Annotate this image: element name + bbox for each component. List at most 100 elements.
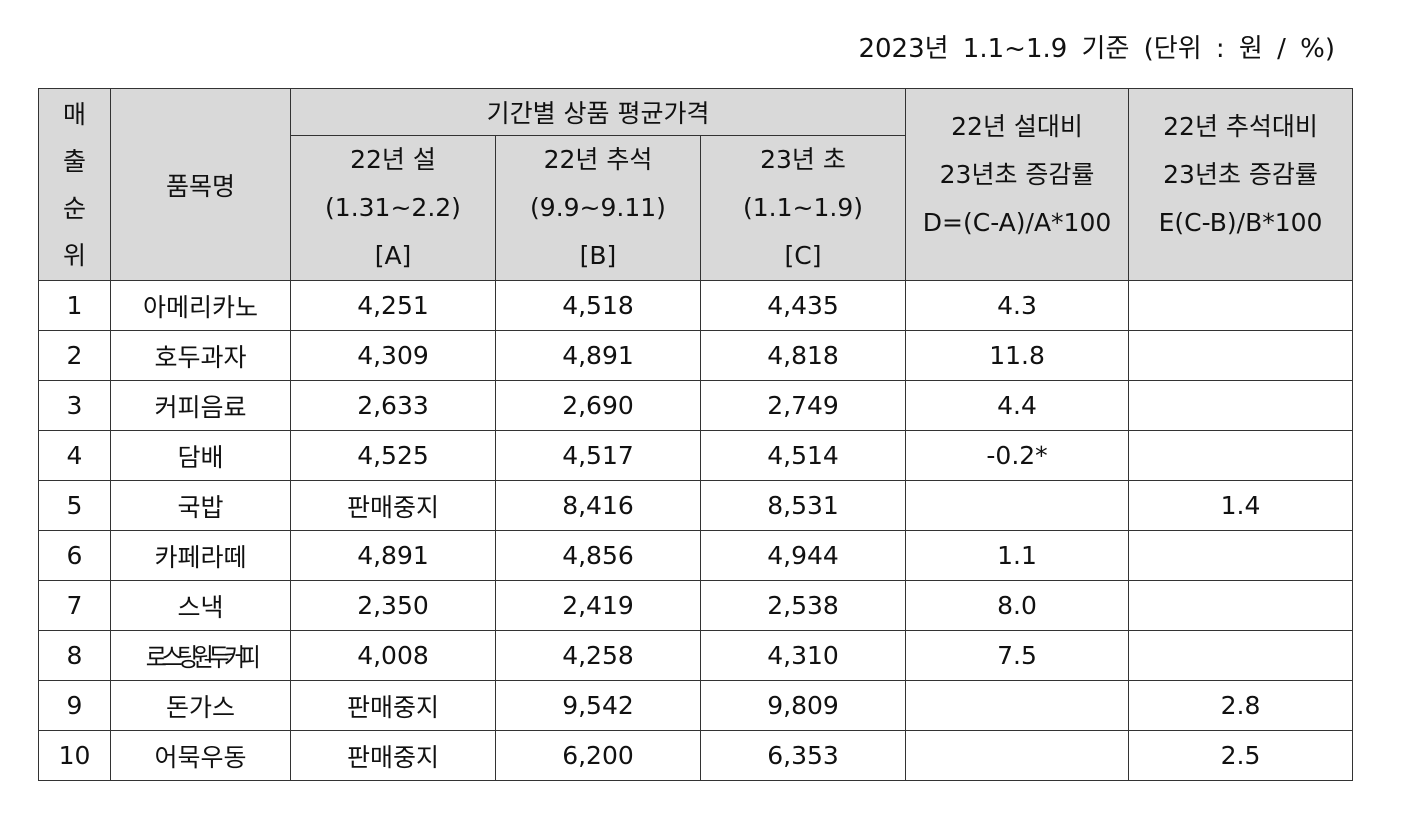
- table-cell: 4,251: [290, 280, 496, 331]
- table-cell: 커피음료: [110, 380, 291, 431]
- cell-text: 담배: [177, 442, 224, 472]
- table-cell: 2,538: [699, 580, 907, 631]
- table-cell: 1.4: [1128, 480, 1354, 531]
- cell-text: 4,435: [767, 291, 839, 320]
- cell-text: 4,514: [767, 441, 839, 470]
- table-cell: 2,419: [495, 580, 701, 631]
- header-line: E(C-B)/B*100: [1158, 207, 1323, 237]
- cell-text: 판매중지: [346, 742, 439, 772]
- table-header: 매 출 순 위 품목명 기간별 상품 평균가격 22년 설대비 23년초 증감률 D=(C-A)…: [38, 88, 1354, 281]
- cell-text: 국밥: [177, 492, 224, 522]
- table-cell: 4,310: [699, 630, 907, 681]
- cell-text: 2,538: [767, 591, 839, 620]
- header-line: [B]: [579, 241, 617, 270]
- table-cell: 9: [38, 680, 111, 731]
- cell-text: 4,525: [357, 441, 429, 470]
- cell-text: 6,200: [562, 741, 634, 770]
- caption: 2023년 1.1~1.9 기준 (단위 : 원 / %): [858, 34, 1335, 64]
- cell-text: 1: [66, 291, 83, 320]
- table-cell: 8,416: [495, 480, 701, 531]
- header-line: [A]: [374, 241, 412, 270]
- cell-text: 6: [66, 541, 83, 570]
- table-row: 2 호두과자 4,309 4,891 4,818 11.8: [38, 330, 1354, 381]
- cell-text: 2,749: [767, 391, 839, 420]
- table-cell: 2.5: [1128, 730, 1354, 781]
- table-cell: 4,517: [495, 430, 701, 481]
- header-line: 22년 설: [350, 145, 436, 174]
- cell-text: 2.8: [1220, 691, 1261, 720]
- cell-text: 로스팅원두커피: [145, 642, 261, 672]
- table-cell: 11.8: [905, 330, 1130, 381]
- header-line: (1.1~1.9): [743, 193, 863, 222]
- table-cell: 4,525: [290, 430, 496, 481]
- cell-text: 4: [66, 441, 83, 470]
- table-cell: 4.4: [905, 380, 1130, 431]
- cell-text: 9,809: [767, 691, 839, 720]
- table-cell: 4,891: [290, 530, 496, 581]
- table-cell: [1128, 280, 1354, 331]
- table-cell: 4,514: [699, 430, 907, 481]
- table-cell: 8.0: [905, 580, 1130, 631]
- cell-text: 9: [66, 691, 83, 720]
- table-cell: 판매중지: [290, 730, 496, 781]
- table-row: 1 아메리카노 4,251 4,518 4,435 4.3: [38, 280, 1354, 331]
- table-cell: 9,542: [495, 680, 701, 731]
- table-cell: 2,690: [495, 380, 701, 431]
- cell-text: 3: [66, 391, 83, 420]
- header-line: 위: [62, 240, 86, 270]
- header-line: [C]: [784, 241, 822, 270]
- cell-text: 1.4: [1220, 491, 1261, 520]
- table-row: 9 돈가스 판매중지 9,542 9,809 2.8: [38, 680, 1354, 731]
- cell-text: 4,944: [767, 541, 839, 570]
- cell-text: 2: [66, 341, 83, 370]
- table-row: 5 국밥 판매중지 8,416 8,531 1.4: [38, 480, 1354, 531]
- table-cell: 2.8: [1128, 680, 1354, 731]
- cell-text: 11.8: [989, 341, 1045, 370]
- cell-text: 1.1: [997, 541, 1037, 570]
- cell-text: 7: [66, 591, 83, 620]
- header-line: 품목명: [165, 171, 235, 201]
- cell-text: 4,251: [357, 291, 429, 320]
- header-cell: 22년 추석 (9.9~9.11) [B]: [495, 135, 701, 281]
- table-cell: 6,353: [699, 730, 907, 781]
- cell-text: 4,008: [357, 641, 429, 670]
- cell-text: 돈가스: [165, 692, 235, 722]
- table-cell: 4,818: [699, 330, 907, 381]
- table-cell: [905, 730, 1130, 781]
- table-cell: 2,350: [290, 580, 496, 631]
- cell-text: 4,891: [562, 341, 634, 370]
- table-cell: 2,749: [699, 380, 907, 431]
- table-cell: 8: [38, 630, 111, 681]
- cell-text: 4,309: [357, 341, 429, 370]
- price-table: 매 출 순 위 품목명 기간별 상품 평균가격 22년 설대비 23년초 증감률 D=(C-A)…: [38, 88, 1354, 781]
- header-line: 23년초 증감률: [939, 159, 1095, 189]
- cell-text: 호두과자: [154, 342, 247, 372]
- table-cell: 7: [38, 580, 111, 631]
- header-line: 22년 설대비: [951, 111, 1083, 141]
- cell-text: 7.5: [997, 641, 1037, 670]
- cell-text: 9,542: [562, 691, 634, 720]
- cell-text: 4,310: [767, 641, 839, 670]
- header-line: 22년 추석: [543, 145, 653, 174]
- table-cell: 판매중지: [290, 480, 496, 531]
- table-cell: -0.2*: [905, 430, 1130, 481]
- cell-text: 2.5: [1220, 741, 1261, 770]
- table-cell: [1128, 580, 1354, 631]
- header-row: 22년 설 (1.31~2.2) [A] 22년 추석 (9.9~9.11) [B] 23년…: [39, 135, 1353, 281]
- header-line: 23년초 증감률: [1163, 159, 1318, 189]
- cell-text: 2,633: [357, 391, 429, 420]
- table-row: 7 스낵 2,350 2,419 2,538 8.0: [38, 580, 1354, 631]
- cell-text: 8: [66, 641, 83, 670]
- cell-text: 판매중지: [346, 492, 439, 522]
- table-row: 3 커피음료 2,633 2,690 2,749 4.4: [38, 380, 1354, 431]
- table-cell: 4,435: [699, 280, 907, 331]
- table-row: 8 로스팅원두커피 4,008 4,258 4,310 7.5: [38, 630, 1354, 681]
- table-cell: 4: [38, 430, 111, 481]
- table-cell: 10: [38, 730, 111, 781]
- cell-text: 어묵우동: [154, 742, 247, 772]
- header-line: (1.31~2.2): [325, 193, 461, 222]
- table-cell: 5: [38, 480, 111, 531]
- cell-text: 4,856: [562, 541, 634, 570]
